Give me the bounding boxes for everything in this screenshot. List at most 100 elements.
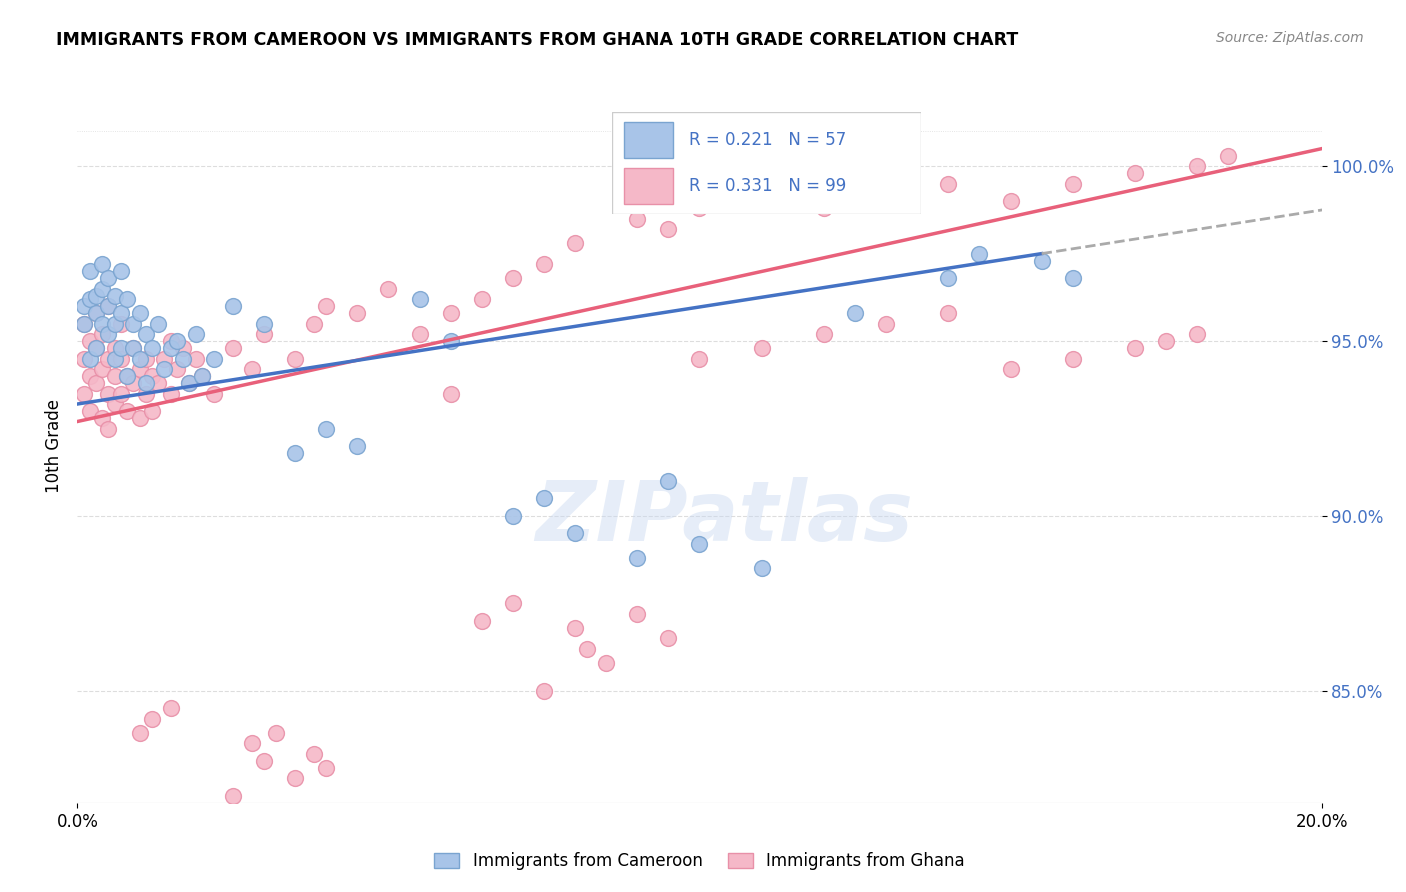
Point: [104, 288, 127, 302]
Point: [122, 341, 145, 355]
Point: [564, 621, 586, 635]
Point: [104, 317, 127, 331]
Point: [1187, 327, 1209, 342]
Point: [72, 317, 94, 331]
Point: [79, 369, 101, 384]
Point: [657, 632, 679, 646]
Point: [502, 271, 524, 285]
Point: [626, 550, 648, 565]
Point: [315, 421, 337, 435]
Point: [689, 201, 711, 215]
Point: [110, 306, 132, 320]
Point: [159, 334, 181, 348]
Point: [240, 362, 263, 376]
Point: [135, 386, 157, 401]
Point: [104, 351, 127, 366]
Point: [302, 317, 325, 331]
Point: [153, 362, 176, 376]
Point: [564, 236, 586, 251]
Point: [115, 369, 138, 384]
Text: ZIPatlas: ZIPatlas: [536, 477, 914, 558]
Point: [97, 327, 120, 342]
FancyBboxPatch shape: [612, 112, 921, 214]
Point: [166, 362, 188, 376]
Point: [346, 306, 368, 320]
Point: [84, 341, 107, 355]
Point: [1000, 362, 1022, 376]
Point: [122, 376, 145, 390]
Point: [84, 341, 107, 355]
Point: [159, 341, 181, 355]
Point: [1123, 166, 1146, 180]
Point: [148, 376, 170, 390]
Point: [91, 327, 114, 342]
Point: [533, 257, 555, 271]
Point: [202, 351, 225, 366]
Point: [222, 341, 245, 355]
Point: [302, 747, 325, 761]
Point: [844, 306, 866, 320]
Point: [440, 306, 463, 320]
Point: [115, 292, 138, 306]
Point: [97, 299, 120, 313]
Point: [110, 317, 132, 331]
Point: [79, 351, 101, 366]
Point: [79, 292, 101, 306]
Point: [1031, 253, 1053, 268]
Point: [84, 376, 107, 390]
Point: [97, 351, 120, 366]
Point: [471, 292, 494, 306]
Point: [284, 446, 307, 460]
Legend: Immigrants from Cameroon, Immigrants from Ghana: Immigrants from Cameroon, Immigrants fro…: [427, 846, 972, 877]
Point: [751, 341, 773, 355]
Point: [72, 386, 94, 401]
Point: [84, 306, 107, 320]
Point: [502, 596, 524, 610]
Point: [284, 772, 307, 786]
Point: [141, 369, 163, 384]
Point: [79, 334, 101, 348]
Text: R = 0.221   N = 57: R = 0.221 N = 57: [689, 131, 846, 149]
Point: [1154, 334, 1177, 348]
Point: [97, 421, 120, 435]
Point: [240, 736, 263, 750]
Point: [1062, 271, 1084, 285]
Point: [115, 369, 138, 384]
Point: [408, 292, 430, 306]
Point: [79, 264, 101, 278]
Point: [253, 317, 276, 331]
Point: [689, 537, 711, 551]
Point: [72, 317, 94, 331]
Point: [135, 327, 157, 342]
Point: [938, 306, 960, 320]
Point: [97, 299, 120, 313]
Point: [115, 404, 138, 418]
Point: [110, 386, 132, 401]
Point: [104, 341, 127, 355]
Point: [172, 341, 194, 355]
Point: [969, 246, 991, 260]
Point: [135, 376, 157, 390]
Text: R = 0.331   N = 99: R = 0.331 N = 99: [689, 177, 846, 194]
Point: [751, 187, 773, 202]
Point: [191, 369, 214, 384]
Point: [222, 299, 245, 313]
Point: [533, 684, 555, 698]
Point: [377, 282, 399, 296]
Point: [626, 211, 648, 226]
Point: [110, 341, 132, 355]
Point: [84, 288, 107, 302]
Point: [1062, 177, 1084, 191]
Point: [141, 341, 163, 355]
Point: [471, 614, 494, 628]
Point: [104, 397, 127, 411]
Point: [184, 327, 207, 342]
Point: [626, 607, 648, 621]
Point: [97, 271, 120, 285]
Point: [122, 317, 145, 331]
Point: [657, 474, 679, 488]
Point: [564, 526, 586, 541]
Point: [128, 726, 150, 740]
Point: [184, 351, 207, 366]
Point: [166, 334, 188, 348]
